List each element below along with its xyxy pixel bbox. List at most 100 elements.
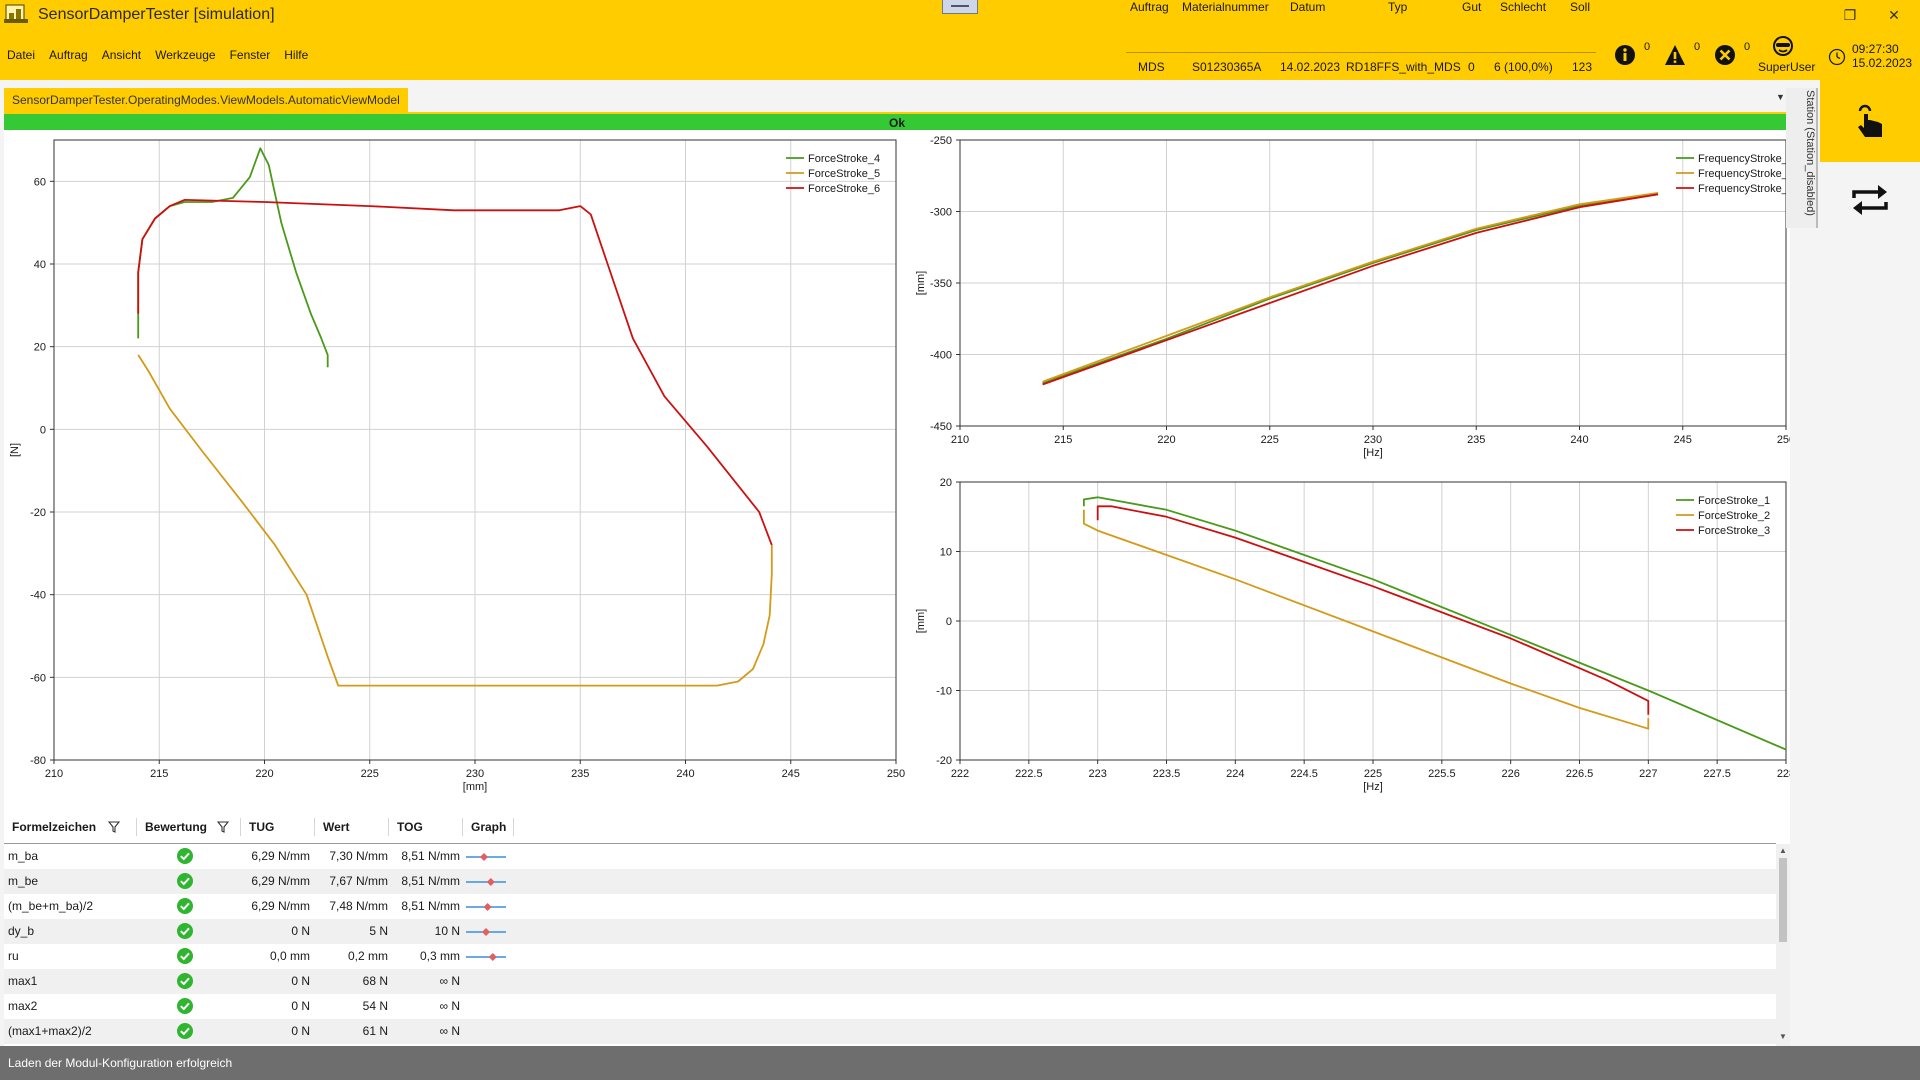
title-bar-grip[interactable]: [942, 0, 978, 14]
menu-werkzeuge[interactable]: Werkzeuge: [155, 48, 216, 62]
y-tick-label: -20: [936, 755, 952, 767]
filter-icon[interactable]: [108, 821, 120, 833]
tab-overflow-icon[interactable]: ▼: [1776, 92, 1785, 102]
table-row[interactable]: ru 0,0 mm 0,2 mm 0,3 mm: [4, 944, 1776, 969]
table-scrollbar[interactable]: ▲ ▼: [1776, 844, 1790, 1046]
close-button[interactable]: ✕: [1888, 7, 1900, 23]
x-tick-label: 228: [1777, 768, 1790, 780]
x-tick-label: 224: [1226, 768, 1244, 780]
table-row[interactable]: (max1+max2)/2 0 N 61 N ∞ N: [4, 1019, 1776, 1044]
menu-fenster[interactable]: Fenster: [229, 48, 271, 62]
table-row[interactable]: m_be 6,29 N/mm 7,67 N/mm 8,51 N/mm: [4, 869, 1776, 894]
table-row[interactable]: max1 0 N 68 N ∞ N: [4, 969, 1776, 994]
y-tick-label: -60: [30, 672, 46, 684]
user-icon[interactable]: [1772, 36, 1794, 56]
station-side-tab[interactable]: Station (Station_disabled): [1786, 88, 1818, 228]
x-tick-label: 230: [1364, 434, 1382, 446]
x-tick-label: 210: [45, 768, 63, 780]
series-line-FrequencyStroke_4: [1042, 193, 1659, 384]
tolerance-graph: [466, 928, 506, 936]
cell-tug: 0,0 mm: [269, 949, 310, 963]
cell-wert: 5 N: [369, 924, 388, 938]
cell-tog: 8,51 N/mm: [401, 849, 460, 863]
cell-tug: 6,29 N/mm: [251, 849, 310, 863]
results-table: Formelzeichen Bewertung TUG Wert TOG Gra…: [4, 810, 1790, 1046]
menu-auftrag[interactable]: Auftrag: [49, 48, 88, 62]
error-count: 0: [1744, 41, 1751, 53]
order-header-soll: Soll: [1570, 0, 1591, 14]
col-wert[interactable]: Wert: [314, 818, 388, 836]
tolerance-graph: [466, 878, 506, 886]
cell-tog: 8,51 N/mm: [401, 899, 460, 913]
tolerance-graph: [466, 853, 506, 861]
right-toolbar: [1820, 80, 1920, 1046]
col-bewertung-label: Bewertung: [145, 820, 208, 834]
table-row[interactable]: dy_b 0 N 5 N 10 N: [4, 919, 1776, 944]
series-line-FrequencyStroke_5: [1042, 192, 1659, 383]
y-tick-label: 40: [34, 259, 46, 271]
y-tick-label: 20: [34, 342, 46, 354]
touch-mode-button[interactable]: [1820, 80, 1920, 162]
x-tick-label: 222.5: [1015, 768, 1043, 780]
cell-tog: 8,51 N/mm: [401, 874, 460, 888]
app-icon: [4, 4, 28, 23]
cell-tog: ∞ N: [439, 999, 460, 1013]
chart-area: 210 215 220 225 230 235 240 245 250 -80 -60 -40 -20 0…: [4, 130, 1790, 810]
order-value-schlecht: 6 (100,0%): [1494, 60, 1553, 74]
scroll-up-icon[interactable]: ▲: [1779, 846, 1787, 855]
scroll-thumb[interactable]: [1779, 858, 1787, 942]
status-bar: Laden der Modul-Konfiguration erfolgreic…: [0, 1046, 1920, 1080]
order-value-auftrag: MDS: [1138, 60, 1165, 74]
cell-tug: 0 N: [291, 974, 310, 988]
table-row[interactable]: max2 0 N 54 N ∞ N: [4, 994, 1776, 1019]
cell-formelzeichen: dy_b: [8, 924, 35, 938]
x-tick-label: 224.5: [1290, 768, 1318, 780]
filter-icon[interactable]: [217, 821, 229, 833]
x-tick-label: 245: [782, 768, 800, 780]
cell-tog: ∞ N: [439, 974, 460, 988]
x-tick-label: 240: [1570, 434, 1588, 446]
x-tick-label: 223.5: [1153, 768, 1181, 780]
x-axis-label: [Hz]: [1363, 781, 1383, 793]
cell-tog: 10 N: [434, 924, 460, 938]
scroll-down-icon[interactable]: ▼: [1779, 1032, 1787, 1041]
y-tick-label: 10: [940, 547, 952, 559]
touch-icon: [1858, 104, 1882, 137]
menu-ansicht[interactable]: Ansicht: [101, 48, 142, 62]
x-tick-label: 222: [951, 768, 969, 780]
col-bewertung[interactable]: Bewertung: [136, 818, 240, 836]
clock-icon: [1828, 48, 1846, 66]
cell-wert: 54 N: [362, 999, 388, 1013]
table-body: m_ba 6,29 N/mm 7,30 N/mm 8,51 N/mm m_be 6,29 …: [4, 844, 1776, 1044]
cell-wert: 7,48 N/mm: [329, 899, 388, 913]
y-tick-label: 60: [34, 176, 46, 188]
col-formelzeichen[interactable]: Formelzeichen: [4, 818, 136, 836]
x-tick-label: 226: [1501, 768, 1519, 780]
ok-check-icon: [177, 973, 193, 989]
col-tog[interactable]: TOG: [388, 818, 462, 836]
repeat-button[interactable]: [1820, 166, 1920, 246]
tab-automatic-view[interactable]: SensorDamperTester.OperatingModes.ViewMo…: [4, 88, 408, 112]
x-tick-label: 225: [1261, 434, 1279, 446]
y-tick-label: -400: [930, 350, 952, 362]
ok-check-icon: [177, 923, 193, 939]
time: 09:27:30: [1852, 42, 1899, 56]
series-line-ForceStroke_6: [137, 199, 773, 546]
restore-button[interactable]: ❐: [1843, 7, 1857, 23]
order-header-schlecht: Schlecht: [1500, 0, 1547, 14]
x-tick-label: 225: [361, 768, 379, 780]
table-row[interactable]: (m_be+m_ba)/2 6,29 N/mm 7,48 N/mm 8,51 N/mm: [4, 894, 1776, 919]
legend-label: ForceStroke_6: [808, 183, 880, 195]
cell-formelzeichen: ru: [8, 949, 19, 963]
col-graph[interactable]: Graph: [462, 818, 514, 836]
col-tug[interactable]: TUG: [240, 818, 314, 836]
y-axis-label: [mm]: [915, 271, 927, 295]
menu-datei[interactable]: Datei: [7, 48, 36, 62]
table-row[interactable]: m_ba 6,29 N/mm 7,30 N/mm 8,51 N/mm: [4, 844, 1776, 869]
series-line-ForceStroke_3: [1096, 505, 1650, 715]
y-tick-label: -300: [930, 207, 952, 219]
cell-tug: 0 N: [291, 924, 310, 938]
menu-hilfe[interactable]: Hilfe: [284, 48, 309, 62]
cell-tug: 6,29 N/mm: [251, 874, 310, 888]
ok-check-icon: [177, 998, 193, 1014]
